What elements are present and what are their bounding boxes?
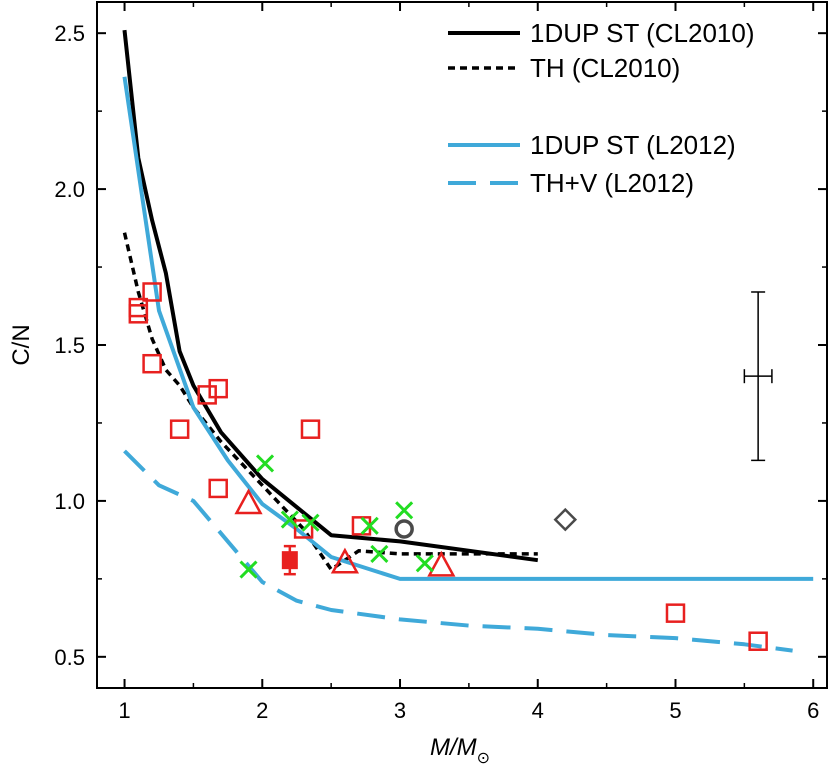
plot-frame [96,1,828,689]
legend-label-2: 1DUP ST (L2012) [530,130,736,160]
legend-label-1: TH (CL2010) [530,53,680,83]
red-square-point [128,304,149,324]
green-cross-point [280,510,299,529]
red-square-point [142,282,162,302]
series-line-0 [122,29,539,563]
green-cross-point [239,560,258,579]
x-axis-label: M/M⊙ [430,734,490,767]
red-square-point [351,516,372,536]
axes [96,1,828,689]
x-tick-label: 1 [118,698,130,723]
green-cross-point [301,513,320,532]
green-cross-point [255,454,275,473]
y-tick-label: 2.0 [54,177,85,202]
red-square-point [300,419,321,439]
y-tick-label: 0.5 [54,645,85,670]
series-line-2 [122,76,814,581]
green-cross-point [360,516,379,535]
green-cross-point [415,554,434,573]
ticks: 1 2 3 4 5 6 0.5 1.0 1.5 2.0 2.5 [54,2,827,723]
x-tick-label: 5 [669,698,681,723]
series-lines [122,29,814,653]
red-square-point [293,519,314,539]
x-tick-label: 3 [394,698,406,723]
red-filled-square-point [281,551,298,570]
legend-label-3: TH+V (L2012) [530,168,694,198]
red-square-point [208,478,228,499]
red-square-point [142,353,162,374]
green-cross-point [370,544,389,563]
green-cross-point [395,501,414,520]
gray-circle-point [394,519,414,539]
x-axis-label-sub: ⊙ [477,750,490,767]
x-tick-label: 4 [532,698,544,723]
x-axis-label-main: M/M [430,734,477,761]
legend: 1DUP ST (CL2010) TH (CL2010) 1DUP ST (L201… [448,18,754,198]
series-line-1 [122,232,538,572]
y-axis-label: C/N [8,324,35,365]
y-tick-label: 2.5 [54,21,85,46]
y-tick-label: 1.5 [54,333,85,358]
red-square-point [169,419,190,439]
red-triangle-point [234,488,263,515]
red-square-point [208,378,228,399]
legend-label-0: 1DUP ST (CL2010) [530,18,754,48]
red-square-point [748,631,768,651]
x-tick-label: 2 [256,698,268,723]
y-tick-label: 1.0 [54,489,85,514]
series-line-3 [123,449,793,653]
gray-diamond-point [553,507,578,532]
red-triangle-point [427,550,456,577]
red-square-point [197,385,217,405]
red-square-point [665,603,686,623]
red-triangle-point [330,547,360,574]
x-tick-label: 6 [807,698,819,723]
markers [128,282,773,651]
